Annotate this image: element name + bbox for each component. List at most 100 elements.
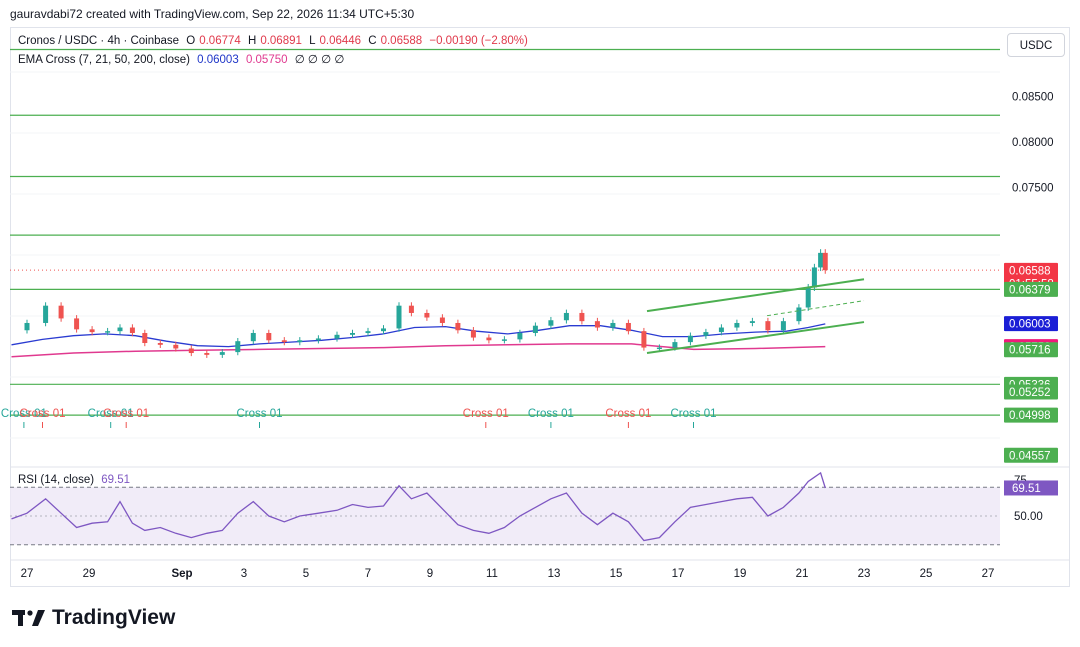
candle-body — [173, 344, 179, 349]
candle[interactable] — [408, 302, 414, 317]
price-labels: 0.0658801:55:580.063790.060030.057500.05… — [1004, 262, 1058, 496]
ema-na-values: ∅ ∅ ∅ ∅ — [294, 54, 345, 66]
candle[interactable] — [24, 319, 30, 334]
candle[interactable] — [749, 317, 755, 327]
price-label[interactable]: 0.04557 — [1004, 447, 1058, 463]
price-label[interactable]: 0.04998 — [1004, 407, 1058, 423]
price-label[interactable]: 0.06003 — [1004, 316, 1058, 332]
candle[interactable] — [129, 324, 135, 337]
candle[interactable] — [822, 249, 828, 274]
time-axis-tick: 5 — [303, 568, 309, 580]
candle-body — [579, 312, 585, 322]
candle[interactable] — [188, 345, 194, 357]
candle[interactable] — [687, 332, 693, 346]
candle-body — [74, 318, 80, 330]
candle[interactable] — [641, 327, 647, 351]
candle[interactable] — [734, 319, 740, 331]
candle[interactable] — [703, 328, 709, 339]
price-axis-tick: 0.08500 — [1012, 91, 1054, 103]
candle[interactable] — [396, 302, 402, 332]
channel-lower-line[interactable] — [646, 321, 865, 355]
rsi-last-label[interactable]: 69.51 — [1004, 480, 1058, 496]
candle[interactable] — [315, 335, 321, 344]
candle[interactable] — [219, 349, 225, 358]
candle[interactable] — [105, 327, 111, 336]
ema-fast-line[interactable] — [11, 323, 826, 348]
candle-body — [765, 321, 771, 331]
candle[interactable] — [579, 309, 585, 325]
candle[interactable] — [486, 334, 492, 344]
candle[interactable] — [89, 326, 95, 336]
price-axis-tick: 0.08000 — [1012, 137, 1054, 149]
candle[interactable] — [455, 319, 461, 334]
candle[interactable] — [765, 317, 771, 334]
candle[interactable] — [297, 337, 303, 346]
candle[interactable] — [548, 316, 554, 329]
candle[interactable] — [117, 324, 123, 335]
candle-body — [43, 305, 49, 323]
candle[interactable] — [610, 319, 616, 331]
rsi-line[interactable] — [11, 471, 826, 542]
candles — [24, 249, 828, 358]
candle[interactable] — [173, 341, 179, 352]
candle[interactable] — [365, 327, 371, 337]
candle[interactable] — [532, 322, 538, 337]
time-axis-tick: 11 — [486, 568, 498, 580]
low-label: L — [309, 35, 316, 47]
candle[interactable] — [718, 324, 724, 336]
candle[interactable] — [656, 344, 662, 351]
candle-body — [105, 331, 111, 333]
symbol-legend[interactable]: Cronos / USDC · 4h · Coinbase O 0.06774 H… — [18, 35, 532, 47]
candle[interactable] — [424, 309, 430, 321]
channel-upper-line[interactable] — [646, 278, 865, 313]
candle[interactable] — [501, 336, 507, 344]
brand-logo[interactable]: TradingView — [12, 603, 175, 633]
candle[interactable] — [780, 317, 786, 334]
candle-body — [188, 348, 194, 354]
candle[interactable] — [281, 337, 287, 346]
candle[interactable] — [381, 325, 386, 335]
ema-legend[interactable]: EMA Cross (7, 21, 50, 200, close) 0.0600… — [18, 52, 348, 66]
candle-body — [796, 307, 802, 322]
candle-body — [281, 340, 287, 343]
candle[interactable] — [563, 309, 569, 324]
rsi-pane — [10, 471, 1000, 546]
time-axis-tick: 17 — [672, 568, 685, 580]
candle[interactable] — [157, 339, 163, 348]
price-label-box — [1004, 447, 1058, 463]
cross-marker-label: Cross 01 — [236, 408, 282, 420]
price-label-box — [1004, 384, 1058, 400]
candle[interactable] — [439, 314, 445, 327]
candle[interactable] — [58, 302, 64, 322]
time-axis-tick: 23 — [858, 568, 871, 580]
price-label-text: 0.05252 — [1009, 387, 1051, 399]
candle[interactable] — [74, 315, 80, 333]
candle[interactable] — [266, 329, 272, 344]
candle[interactable] — [250, 329, 256, 345]
price-label[interactable]: 0.05716 — [1004, 342, 1058, 358]
channel-mid-line[interactable] — [766, 300, 865, 317]
candle[interactable] — [625, 319, 631, 335]
rsi-legend[interactable]: RSI (14, close) 69.51 — [18, 474, 134, 486]
candle[interactable] — [142, 329, 148, 347]
candle[interactable] — [594, 317, 600, 331]
currency-selector[interactable]: USDC — [1007, 33, 1065, 57]
price-label[interactable]: 0.05252 — [1004, 384, 1058, 400]
candle[interactable] — [334, 331, 340, 342]
change-value: −0.00190 (−2.80%) — [429, 35, 528, 47]
candle[interactable] — [350, 329, 355, 339]
grid — [10, 71, 1070, 561]
candle[interactable] — [43, 302, 49, 327]
candle-body — [780, 321, 786, 331]
price-label-text: 0.06003 — [1009, 319, 1051, 331]
candle[interactable] — [235, 338, 241, 356]
candle[interactable] — [818, 249, 824, 272]
candle[interactable] — [204, 349, 210, 358]
candle[interactable] — [796, 304, 802, 325]
candle[interactable] — [470, 327, 476, 341]
price-label[interactable]: 0.06379 — [1004, 281, 1058, 297]
candle[interactable] — [517, 329, 523, 343]
candle-body — [501, 339, 507, 341]
price-label-text: 0.05716 — [1009, 345, 1051, 357]
